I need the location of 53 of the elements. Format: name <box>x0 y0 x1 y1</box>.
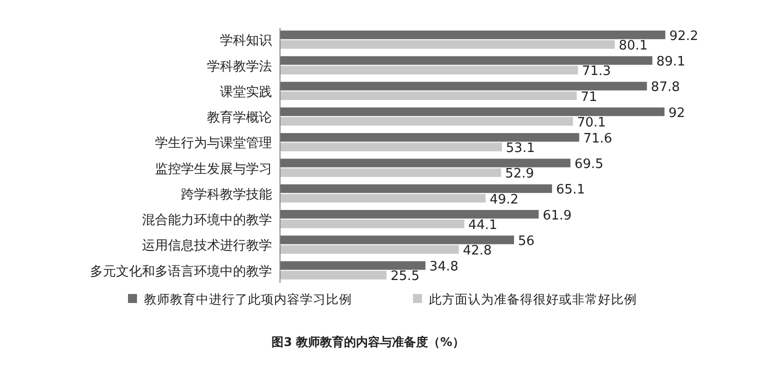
data-label: 71.6 <box>583 131 612 146</box>
data-label: 56 <box>518 234 535 249</box>
y-tick-label: 混合能力环境中的教学 <box>142 212 272 228</box>
bar <box>280 194 486 203</box>
text: 图3 教师教育的内容与准备度（%） <box>272 335 464 349</box>
y-tick-label: 课堂实践 <box>220 84 272 100</box>
bar <box>280 66 578 74</box>
data-label: 42.8 <box>462 244 492 259</box>
y-tick-label: 运用信息技术进行教学 <box>142 238 272 254</box>
bar <box>280 158 570 168</box>
data-label: 80.1 <box>618 38 648 54</box>
data-label: 69.5 <box>574 157 604 172</box>
data-label: 71 <box>580 90 598 105</box>
bar <box>280 107 664 116</box>
data-label: 89.1 <box>656 54 686 70</box>
bar <box>280 270 387 280</box>
bar <box>280 56 652 65</box>
bar <box>280 184 552 193</box>
bar <box>280 133 580 142</box>
bar <box>280 117 573 126</box>
bar <box>280 245 459 254</box>
data-label: 49.2 <box>490 192 519 208</box>
data-label: 25.5 <box>390 269 420 284</box>
bar <box>280 91 577 100</box>
bar <box>280 40 615 49</box>
y-tick-label: 监控学生发展与学习 <box>155 162 272 177</box>
legend-label: 教师教育中进行了此项内容学习比例 <box>144 291 352 306</box>
y-tick-label: 多元文化和多语言环境中的教学 <box>90 263 272 280</box>
data-label: 71.3 <box>582 64 611 80</box>
legend-label: 此方面认为准备得很好或非常好比例 <box>429 291 637 306</box>
bar <box>280 82 647 90</box>
data-label: 44.1 <box>468 218 498 233</box>
bar <box>280 210 539 219</box>
bar <box>280 30 666 40</box>
data-label: 65.1 <box>556 182 586 198</box>
data-label: 92.2 <box>669 28 698 44</box>
bar <box>280 168 502 177</box>
data-label: 34.8 <box>429 260 458 275</box>
data-label: 52.9 <box>505 166 534 182</box>
bar <box>280 261 426 270</box>
data-label: 70.1 <box>576 115 606 130</box>
y-tick-label: 学科教学法 <box>207 59 272 74</box>
bar <box>280 236 514 244</box>
y-tick-label: 跨学科教学技能 <box>181 187 272 202</box>
y-tick-label: 学生行为与课堂管理 <box>155 136 272 152</box>
y-tick-label: 教育学概论 <box>207 110 272 126</box>
bar <box>280 220 464 228</box>
data-label: 53.1 <box>506 141 535 156</box>
data-label: 92 <box>668 106 686 121</box>
bar <box>280 142 502 152</box>
y-tick-label: 学科知识 <box>220 34 272 49</box>
data-label: 61.9 <box>542 208 572 224</box>
data-label: 87.8 <box>650 80 680 96</box>
